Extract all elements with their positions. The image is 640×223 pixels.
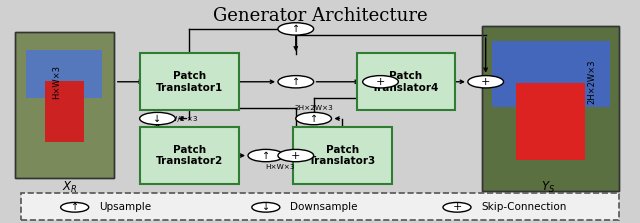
Text: H×W×3: H×W×3 — [52, 65, 61, 99]
FancyBboxPatch shape — [492, 41, 610, 107]
Circle shape — [278, 149, 314, 162]
Text: Patch
Translator1: Patch Translator1 — [156, 71, 223, 93]
Text: 2H×2W×3: 2H×2W×3 — [294, 105, 333, 111]
Circle shape — [468, 76, 504, 88]
Text: Patch
Translator4: Patch Translator4 — [372, 71, 440, 93]
Circle shape — [278, 23, 314, 35]
Text: Patch
Translator3: Patch Translator3 — [308, 145, 376, 166]
Text: +: + — [452, 202, 461, 212]
Text: +: + — [291, 151, 300, 161]
FancyBboxPatch shape — [516, 83, 585, 160]
Text: Skip-Connection: Skip-Connection — [481, 202, 566, 212]
FancyBboxPatch shape — [15, 32, 114, 178]
Text: ↑: ↑ — [310, 114, 317, 124]
Text: $Y_S$: $Y_S$ — [541, 180, 555, 195]
Text: H/2 × W/2 ×3: H/2 × W/2 ×3 — [147, 116, 197, 122]
Text: ↓: ↓ — [262, 202, 270, 212]
Circle shape — [140, 112, 175, 125]
Text: Upsample: Upsample — [99, 202, 151, 212]
Text: +: + — [376, 77, 385, 87]
Text: Generator Architecture: Generator Architecture — [212, 7, 428, 25]
FancyBboxPatch shape — [356, 53, 456, 110]
Text: H×W×3: H×W×3 — [266, 164, 295, 170]
Text: +: + — [481, 77, 490, 87]
Circle shape — [363, 76, 398, 88]
FancyBboxPatch shape — [20, 192, 620, 220]
FancyBboxPatch shape — [45, 81, 84, 142]
Text: ↑: ↑ — [70, 202, 79, 212]
Circle shape — [278, 76, 314, 88]
Text: 2H×2W×3: 2H×2W×3 — [588, 60, 596, 104]
Text: Patch
Translator2: Patch Translator2 — [156, 145, 223, 166]
Circle shape — [248, 149, 284, 162]
FancyBboxPatch shape — [26, 50, 102, 98]
FancyBboxPatch shape — [140, 127, 239, 184]
FancyBboxPatch shape — [483, 26, 620, 191]
FancyBboxPatch shape — [140, 53, 239, 110]
Text: Downsample: Downsample — [290, 202, 358, 212]
Text: ↑: ↑ — [292, 24, 300, 34]
Text: ↓: ↓ — [154, 114, 161, 124]
Circle shape — [296, 112, 332, 125]
Circle shape — [61, 202, 89, 212]
Circle shape — [252, 202, 280, 212]
Text: ↑: ↑ — [262, 151, 270, 161]
Text: ↑: ↑ — [292, 77, 300, 87]
Text: $X_R$: $X_R$ — [63, 180, 78, 195]
Circle shape — [443, 202, 471, 212]
FancyBboxPatch shape — [293, 127, 392, 184]
